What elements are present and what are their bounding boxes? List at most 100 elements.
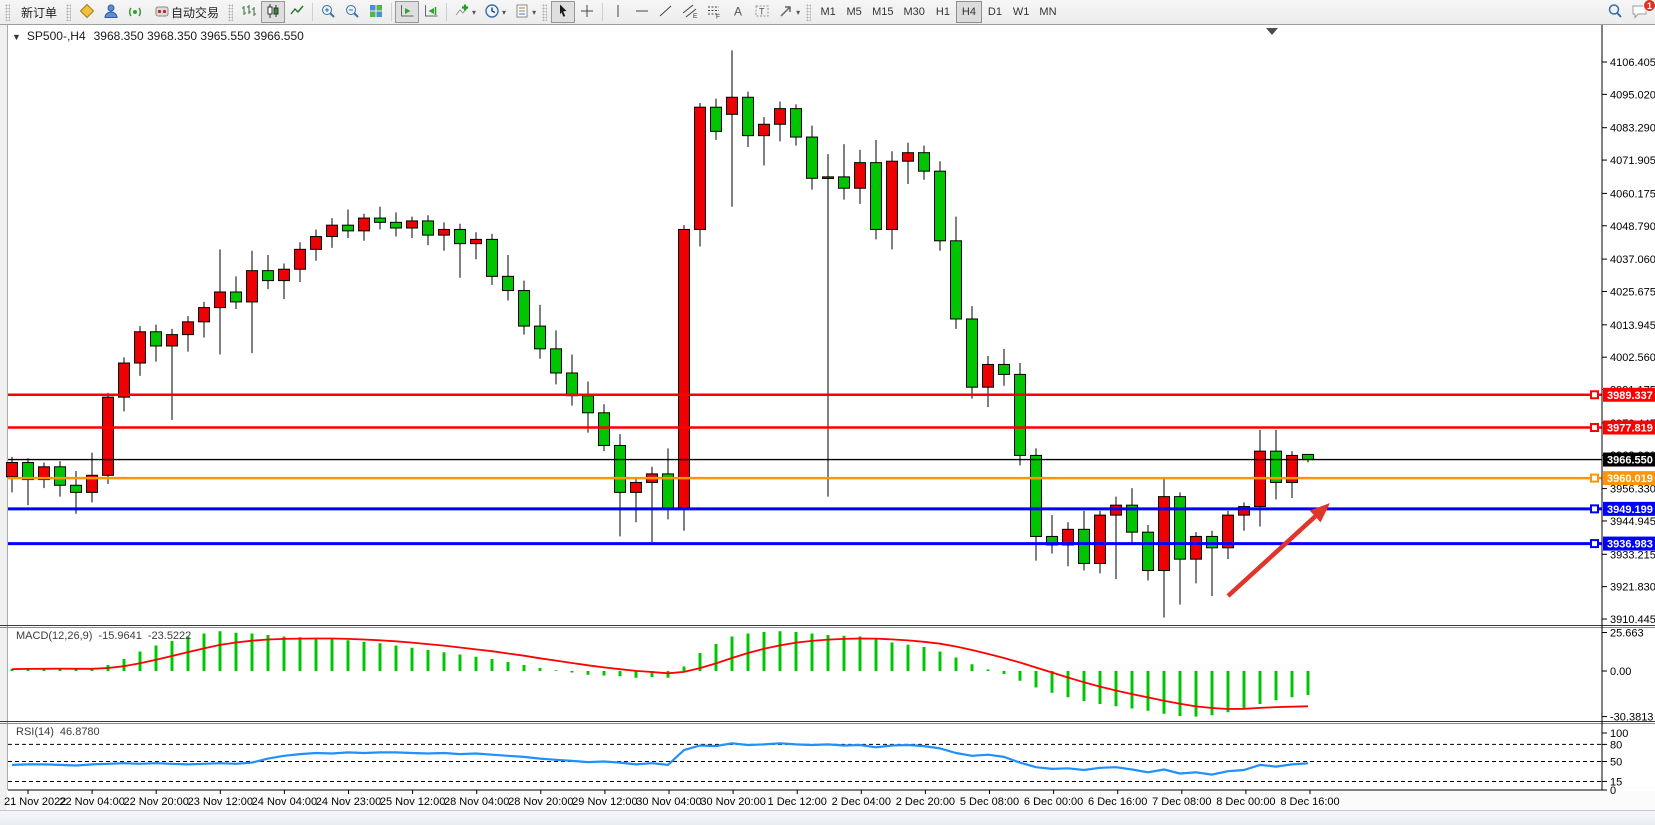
time-tick-label: 24 Nov 04:00 [252,796,317,808]
horizontal-line-button[interactable] [630,1,654,23]
timeframe-button-w1[interactable]: W1 [1008,1,1035,23]
rsi-axis-label: 15 [1610,776,1622,788]
time-tick-label: 1 Dec 12:00 [768,796,827,808]
timeframe-button-m30[interactable]: M30 [899,1,930,23]
bull-candle [822,176,834,179]
candlestick-chart-button[interactable] [261,1,286,23]
price-level-badge-label: 3960.019 [1607,473,1653,485]
price-tick-label: 3944.945 [1610,516,1655,528]
cursor-icon [555,3,571,22]
time-tick-label: 30 Nov 20:00 [700,796,765,808]
macd-axis-label: 0.00 [1610,666,1631,678]
periods-button[interactable]: ▾ [480,1,510,23]
indicators-button[interactable]: ▾ [450,1,480,23]
level-lines-layer[interactable]: 3989.337 3977.819 3966.550 3960.019 3949.199… [8,387,1655,551]
rsi-axis-label: 50 [1610,757,1622,769]
bear-candle [966,318,978,388]
candlestick-chart-icon [265,3,281,22]
bear-candle [342,224,354,232]
vertical-line-button[interactable] [606,1,630,23]
trendline-button[interactable] [654,1,678,23]
bull-candle [166,334,178,347]
bear-candle [566,372,578,397]
one-click-trading-collapse-icon[interactable]: ▼ [12,32,21,42]
arrows-icon [778,3,794,22]
price-level-badge-label: 3936.983 [1607,539,1653,551]
zoom-in-button[interactable] [316,1,340,23]
signals-icon [127,3,143,22]
indicators-icon [454,3,470,22]
chart-shift-button[interactable] [419,1,443,23]
auto-scroll-button[interactable] [395,1,420,23]
macd-signal-line [11,637,1309,710]
time-tick-label: 24 Nov 23:00 [316,796,381,808]
zoom-out-button[interactable] [340,1,364,23]
templates-button[interactable]: ▾ [510,1,540,23]
bear-candle [870,162,882,230]
fibonacci-icon: F [706,3,722,22]
price-tick-label: 3956.330 [1610,484,1655,496]
bull-candle [1238,506,1250,516]
crosshair-button[interactable] [575,1,599,23]
search-button[interactable] [1603,1,1627,23]
status-bar [0,810,1655,825]
toolbar-grip[interactable] [806,3,812,21]
autotrade-icon [154,3,170,22]
bear-candle [374,217,386,223]
bull-candle [326,224,338,238]
rsi-label: RSI(14) 46.8780 [16,726,106,738]
toolbar-grip[interactable] [228,3,234,21]
bear-candle [1174,496,1186,560]
bull-candle [86,474,98,493]
dropdown-arrow-icon: ▾ [502,7,507,17]
notification-badge[interactable]: 1 [1642,0,1655,12]
bull-candle [102,396,114,476]
macd-signal-value: -23.5222 [147,630,192,642]
community-button[interactable] [99,1,123,23]
price-tick-label: 3921.830 [1610,582,1655,594]
price-tick-label: 4083.290 [1610,123,1655,135]
fibonacci-button[interactable]: F [702,1,726,23]
equidistant-channel-button[interactable]: E [678,1,702,23]
text-label-button[interactable]: T [750,1,774,23]
new-order-button[interactable]: 新订单 [14,1,64,23]
arrows-button[interactable]: ▾ [774,1,804,23]
autotrade-button[interactable]: 自动交易 [147,1,226,23]
price-level-badge [1603,387,1655,402]
bull-candle [1286,454,1298,483]
bull-candle [886,160,898,230]
bear-candle [998,363,1010,375]
tile-windows-button[interactable] [364,1,388,23]
line-chart-button[interactable] [285,1,309,23]
timeframe-button-h4[interactable]: H4 [955,1,982,23]
cursor-button[interactable] [551,1,576,23]
chart-title: ▼ SP500-,H4 3968.350 3968.350 3965.550 396… [12,29,304,43]
rsi-axis-label: 100 [1610,728,1628,740]
equidistant-channel-icon: E [682,3,698,22]
timeframe-button-mn[interactable]: MN [1034,1,1061,23]
timeframe-button-d1[interactable]: D1 [982,1,1008,23]
timeframe-button-m5[interactable]: M5 [841,1,867,23]
timeframe-button-h1[interactable]: H1 [930,1,956,23]
macd-axis-label: 25.663 [1610,628,1644,640]
market-button[interactable] [75,1,99,23]
text-tool-button[interactable]: A [726,1,750,23]
bar-chart-button[interactable] [237,1,261,23]
toolbar-grip[interactable] [66,3,72,21]
price-tick-label: 4025.675 [1610,286,1655,298]
bull-candle [470,238,482,245]
chart-canvas[interactable]: 4106.405 4095.020 4083.290 4071.905 4060.175… [0,25,1655,810]
toolbar-grip[interactable] [5,3,10,21]
market-icon [79,3,95,22]
signals-button[interactable] [123,1,147,23]
time-tick-label: 2 Dec 20:00 [896,796,955,808]
chart-shift-marker[interactable] [1266,28,1278,35]
bear-candle [54,466,66,486]
bear-candle [486,238,498,277]
timeframe-button-m15[interactable]: M15 [867,1,898,23]
timeframe-button-m1[interactable]: M1 [815,1,841,23]
toolbar-grip[interactable] [542,3,548,21]
trend-arrow[interactable] [1226,503,1330,598]
price-level-badge-label: 3989.337 [1607,390,1653,402]
